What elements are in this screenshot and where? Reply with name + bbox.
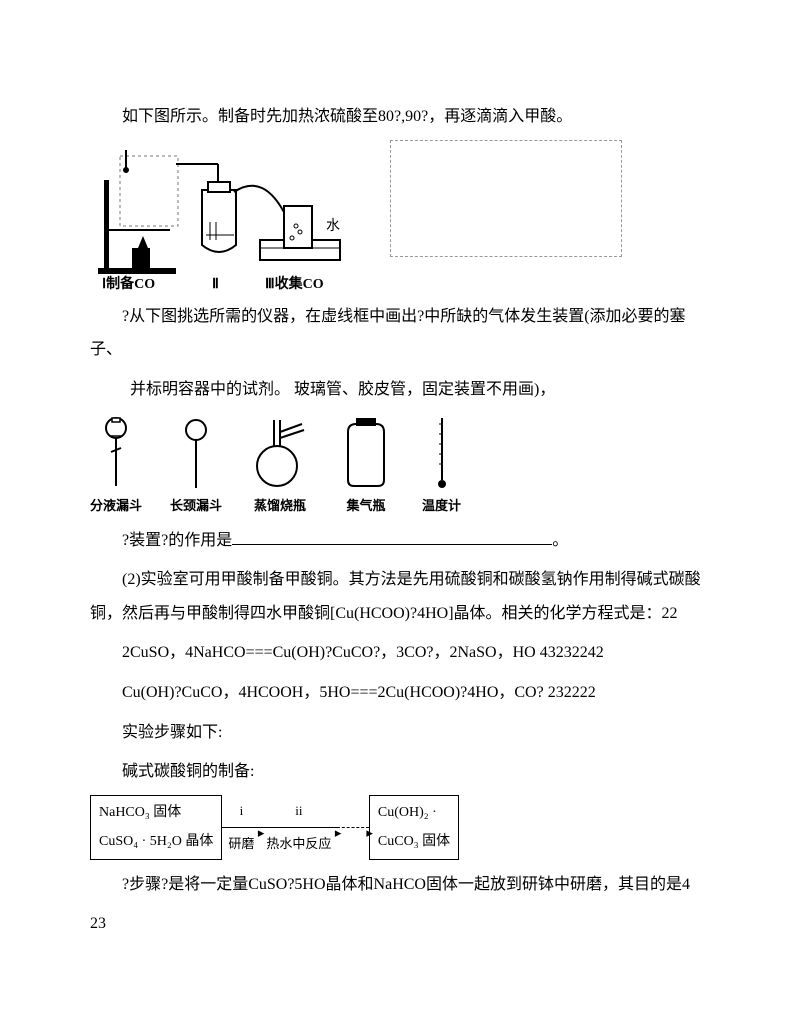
fig1-label-right: Ⅲ收集CO bbox=[265, 275, 324, 290]
instrument-long-funnel: 长颈漏斗 bbox=[170, 414, 222, 519]
long-funnel-icon bbox=[176, 414, 216, 492]
para3-suffix: 。 bbox=[552, 532, 568, 549]
flow-step-i-label-cell: ▸ 研磨 bbox=[222, 827, 261, 859]
instrument-label: 蒸馏烧瓶 bbox=[254, 492, 306, 519]
instrument-label: 温度计 bbox=[422, 492, 461, 519]
instrument-gas-jar: 集气瓶 bbox=[338, 414, 394, 519]
flow-right-cell: Cu(OH)₂ · CuCO₃ 固体 bbox=[369, 795, 458, 859]
thermometer-icon bbox=[430, 414, 454, 492]
para-2b: 并标明容器中的试剂。 玻璃管、胶皮管，固定装置不用画)， bbox=[90, 373, 710, 407]
para-6: 碱式碳酸铜的制备: bbox=[90, 755, 710, 789]
flow-dots-top bbox=[337, 795, 369, 827]
instrument-label: 分液漏斗 bbox=[90, 492, 142, 519]
instrument-label: 长颈漏斗 bbox=[170, 492, 222, 519]
gas-jar-icon bbox=[338, 414, 394, 492]
fill-in-blank bbox=[232, 528, 552, 545]
para-3: ?装置?的作用是 。 bbox=[90, 524, 710, 558]
flow-step-ii-label-cell: ▸ 热水中反应 bbox=[260, 827, 337, 859]
para-4: (2)实验室可用甲酸制备甲酸铜。其方法是先用硫酸铜和碳酸氢钠作用制得碱式碳酸铜，… bbox=[90, 563, 710, 630]
para-7: ?步骤?是将一定量CuSO?5HO晶体和NaHCO固体一起放到研钵中研磨，其目的… bbox=[90, 868, 710, 902]
dashed-answer-box bbox=[390, 140, 622, 257]
fig1-label-mid: Ⅱ bbox=[212, 277, 219, 290]
flow-left-bot: CuSO₄ · 5H₂O 晶体 bbox=[99, 827, 213, 856]
para3-prefix: ?装置?的作用是 bbox=[122, 532, 232, 549]
page: 如下图所示。制备时先加热浓硫酸至80?,90?，再逐滴滴入甲酸。 bbox=[0, 0, 800, 1036]
instrument-separating-funnel: 分液漏斗 bbox=[90, 414, 142, 519]
flow-step-ii-label: 热水中反应 bbox=[266, 836, 331, 851]
apparatus-diagram: Ⅰ制备CO Ⅱ Ⅲ收集CO 水 bbox=[90, 140, 370, 290]
flow-left-cell: NaHCO₃ 固体 CuSO₄ · 5H₂O 晶体 bbox=[91, 795, 222, 859]
para-2a: ?从下图挑选所需的仪器，在虚线框中画出?中所缺的气体发生装置(添加必要的塞子、 bbox=[90, 300, 710, 367]
figure-1: Ⅰ制备CO Ⅱ Ⅲ收集CO 水 bbox=[90, 140, 710, 290]
flow-right-bot: CuCO₃ 固体 bbox=[378, 827, 450, 856]
flow-dots: ▸ bbox=[337, 827, 369, 859]
flow-step-ii: ii bbox=[260, 795, 337, 827]
flow-step-i: i bbox=[222, 795, 261, 827]
fig1-label-water: 水 bbox=[326, 218, 340, 234]
equation-1: 2CuSO，4NaHCO===Cu(OH)?CuCO?，3CO?，2NaSO，H… bbox=[90, 636, 710, 670]
flow-diagram: NaHCO₃ 固体 CuSO₄ · 5H₂O 晶体 i ii Cu(OH)₂ ·… bbox=[90, 795, 710, 860]
equation-2: Cu(OH)?CuCO，4HCOOH，5HO===2Cu(HCOO)?4HO，C… bbox=[90, 676, 710, 710]
instrument-label: 集气瓶 bbox=[347, 492, 386, 519]
intro-paragraph: 如下图所示。制备时先加热浓硫酸至80?,90?，再逐滴滴入甲酸。 bbox=[90, 100, 710, 134]
distillation-flask-icon bbox=[250, 414, 310, 492]
instrument-thermometer: 温度计 bbox=[422, 414, 461, 519]
flow-step-i-label: 研磨 bbox=[228, 836, 254, 851]
instrument-distillation-flask: 蒸馏烧瓶 bbox=[250, 414, 310, 519]
flow-right-top: Cu(OH)₂ · bbox=[378, 798, 450, 827]
para-5: 实验步骤如下: bbox=[90, 716, 710, 750]
flow-step-ii-num: ii bbox=[266, 797, 331, 824]
instrument-row: 分液漏斗 长颈漏斗 蒸馏烧瓶 bbox=[90, 414, 710, 519]
page-number: 23 bbox=[90, 907, 710, 941]
flow-step-i-num: i bbox=[228, 797, 254, 824]
fig1-label-left: Ⅰ制备CO bbox=[102, 275, 155, 290]
flow-left-top: NaHCO₃ 固体 bbox=[99, 798, 213, 827]
separating-funnel-icon bbox=[96, 414, 136, 492]
